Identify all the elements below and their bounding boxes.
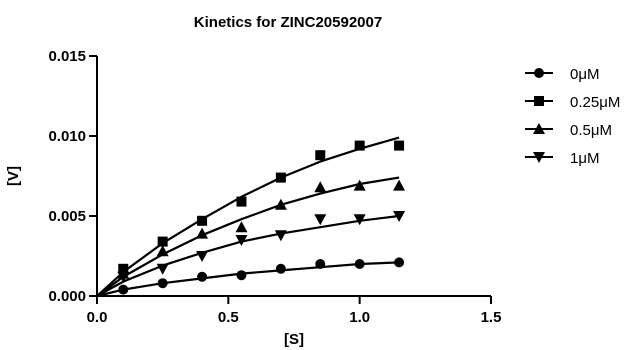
data-point [157,236,168,247]
fit-curve-2 [96,176,400,297]
data-points [117,140,406,295]
y-tick-label: 0.005 [48,208,86,225]
chart-title: Kinetics for ZINC20592007 [194,14,382,31]
y-tick-label: 0.015 [48,48,86,65]
data-point [236,270,247,281]
data-point [196,251,209,262]
data-point [197,271,208,282]
data-point [353,214,366,226]
fit-curves [96,136,400,298]
data-point [156,245,169,257]
data-point [314,214,327,226]
fit-curve-3 [96,214,400,297]
legend-marker [534,68,544,78]
data-point [157,278,168,289]
y-tick-label: 0.000 [48,288,86,305]
data-point [235,221,248,233]
x-axis-label: [S] [284,331,304,348]
y-ticks: 0.000 0.005 0.010 0.015 [48,48,97,305]
data-point [394,140,405,151]
data-point [236,196,247,207]
data-point [196,227,209,239]
data-point [274,198,287,210]
x-tick-label: 1.0 [349,309,370,326]
data-point [275,263,286,274]
data-point [315,150,326,161]
y-axis-label: [V] [5,166,22,186]
data-point [354,140,365,151]
fit-curve-0 [96,261,400,298]
legend-label: 1μM [570,150,599,167]
legend-marker [533,152,545,163]
data-point [394,257,405,268]
data-point [275,172,286,183]
data-point [118,284,129,295]
legend-label: 0.5μM [570,122,612,139]
x-tick-label: 1.5 [481,309,502,326]
data-point [393,211,406,222]
data-point [274,230,287,242]
legend-label: 0μM [570,66,599,83]
legend: 0μM 0.25μM 0.5μM 1μM [525,66,620,167]
x-tick-label: 0.5 [218,309,239,326]
x-tick-label: 0.0 [87,309,108,326]
x-ticks: 0.0 0.5 1.0 1.5 [87,296,502,326]
data-point [353,179,366,191]
data-point [156,263,169,275]
data-point [354,259,365,269]
data-point [315,259,326,269]
legend-marker [534,96,544,106]
data-point [197,215,208,226]
data-point [235,235,248,246]
legend-label: 0.25μM [570,94,620,111]
axes: 0.000 0.005 0.010 0.015 0.0 0.5 1.0 1.5 [48,48,501,326]
legend-marker [533,123,545,134]
data-point [314,181,327,193]
data-point [117,271,130,283]
data-point [393,179,406,191]
y-tick-label: 0.010 [48,128,86,145]
